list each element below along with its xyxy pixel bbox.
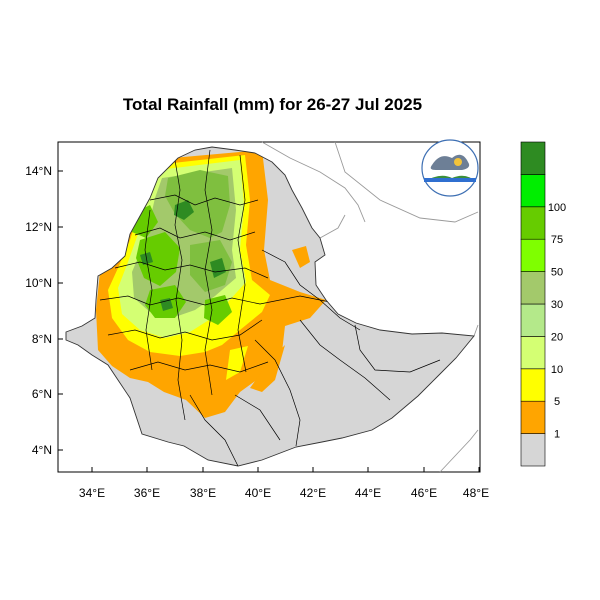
rainfall-field (96, 150, 326, 418)
meteorology-agency-logo-icon (421, 139, 479, 197)
colorbar-swatch (520, 141, 546, 175)
x-tick-label: 42°E (300, 486, 326, 500)
x-tick-label: 38°E (190, 486, 216, 500)
colorbar-label: 1 (554, 429, 560, 441)
colorbar-swatch (520, 271, 546, 305)
admin-boundaries (99, 149, 441, 466)
country-outline (65, 146, 475, 467)
y-tick-label: 4°N (32, 443, 52, 457)
y-tick-label: 12°N (25, 220, 52, 234)
x-tick-label: 48°E (463, 486, 489, 500)
colorbar-swatch (520, 303, 546, 337)
colorbar-label: 20 (551, 331, 563, 343)
y-axis-labels: 14°N 12°N 10°N 8°N 6°N 4°N (25, 164, 52, 457)
y-tick-label: 8°N (32, 332, 52, 346)
colorbar-label: 75 (551, 234, 563, 246)
y-tick-label: 6°N (32, 387, 52, 401)
x-axis-labels: 34°E 36°E 38°E 40°E 42°E 44°E 46°E 48°E (79, 486, 489, 500)
axis-ticks (58, 170, 480, 472)
colorbar-swatch (520, 238, 546, 272)
map-title: Total Rainfall (mm) for 26-27 Jul 2025 (122, 95, 423, 114)
colorbar-swatch (520, 336, 546, 370)
x-tick-label: 36°E (134, 486, 160, 500)
colorbar-label: 100 (548, 202, 566, 214)
y-tick-label: 10°N (25, 276, 52, 290)
neighbour-borders (261, 141, 479, 473)
colorbar-swatch (520, 368, 546, 402)
y-tick-label: 14°N (25, 164, 52, 178)
colorbar-swatch (520, 433, 546, 467)
colorbar-swatch (520, 174, 546, 208)
colorbar-label: 30 (551, 299, 563, 311)
colorbar-swatch (520, 400, 546, 434)
x-tick-label: 46°E (411, 486, 437, 500)
colorbar: 1 5 10 20 30 50 75 100 (520, 141, 566, 467)
colorbar-label: 5 (554, 396, 560, 408)
colorbar-swatch (520, 206, 546, 240)
colorbar-label: 50 (551, 267, 563, 279)
x-tick-label: 40°E (245, 486, 271, 500)
x-tick-label: 44°E (355, 486, 381, 500)
colorbar-label: 10 (551, 364, 563, 376)
x-tick-label: 34°E (79, 486, 105, 500)
